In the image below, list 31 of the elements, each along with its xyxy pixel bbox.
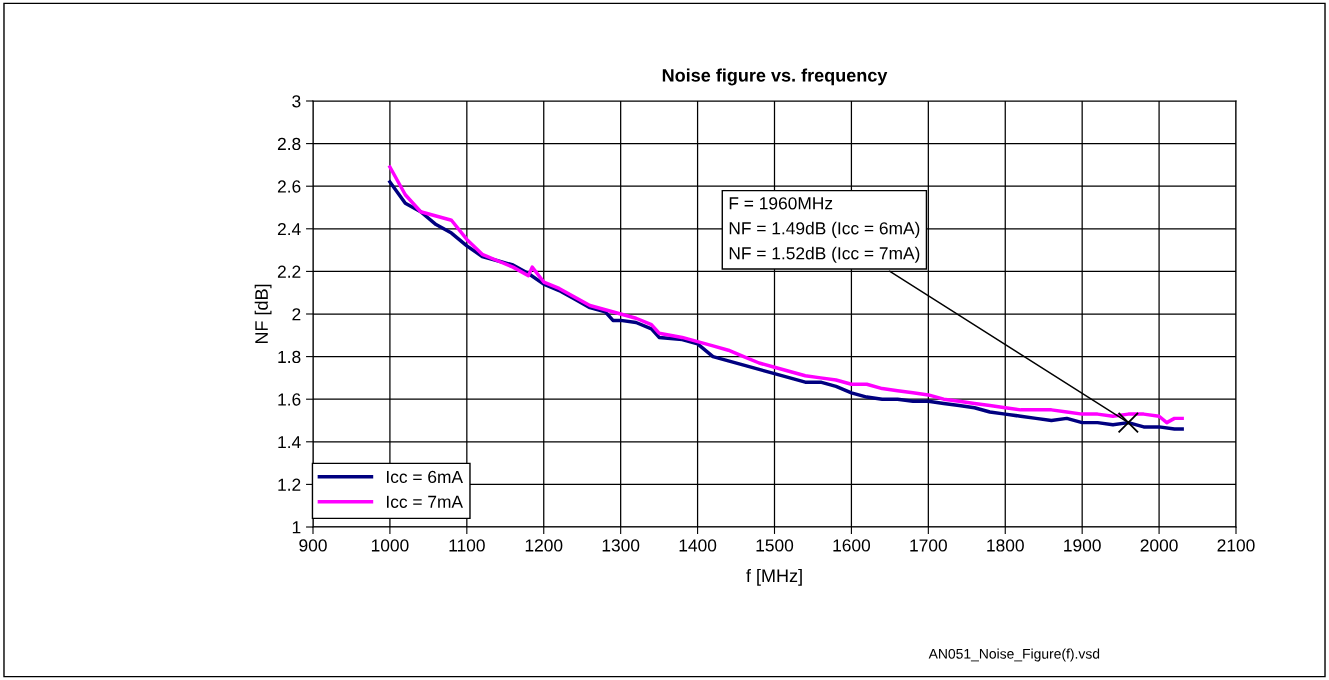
y-tick-label: 1.8	[278, 350, 301, 364]
legend-label: Icc = 6mA	[386, 470, 463, 484]
x-tick-label: 1600	[833, 539, 871, 552]
text: AN051_Noise_Figure(f).vsd	[928, 648, 1100, 662]
x-tick-label: 1500	[756, 539, 794, 552]
chart-title: Noise figure vs. frequency	[662, 68, 888, 86]
y-tick-label: 1.6	[278, 393, 301, 406]
y-tick-label: 3	[292, 95, 301, 108]
x-tick-label: 1700	[910, 539, 947, 552]
y-tick-label: 1	[292, 521, 301, 534]
x-tick-label: 1400	[679, 539, 717, 552]
y-tick-label: 1.2	[278, 478, 301, 491]
y-tick-label: 1.4	[278, 436, 301, 449]
legend-label: Icc = 7mA	[386, 495, 463, 508]
y-axis-title: NF [dB]	[254, 284, 272, 344]
x-tick-label: 1800	[987, 539, 1024, 552]
y-tick-label: 2.8	[277, 137, 301, 151]
x-tick-label: 1900	[1064, 539, 1101, 552]
x-tick-label: 1100	[449, 539, 485, 552]
y-tick-label: 2.2	[277, 265, 301, 278]
annotation: F = 1960MHz NF = 1.49dB (Icc = 6mA) NF = 1.52dB (Icc = 7mA)	[729, 197, 920, 263]
y-tick-label: 2	[292, 308, 301, 321]
x-tick-label: 2000	[1140, 539, 1178, 552]
x-tick-label: 1300	[602, 539, 640, 552]
x-tick-label: 1200	[525, 539, 563, 552]
x-tick-label: 1000	[371, 539, 409, 552]
x-tick-label: 900	[299, 539, 327, 552]
x-axis-title: f [MHz]	[746, 568, 802, 586]
x-tick-label: 2100	[1217, 539, 1255, 552]
y-tick-label: 2.4	[277, 222, 301, 236]
y-tick-label: 2.6	[277, 180, 301, 193]
